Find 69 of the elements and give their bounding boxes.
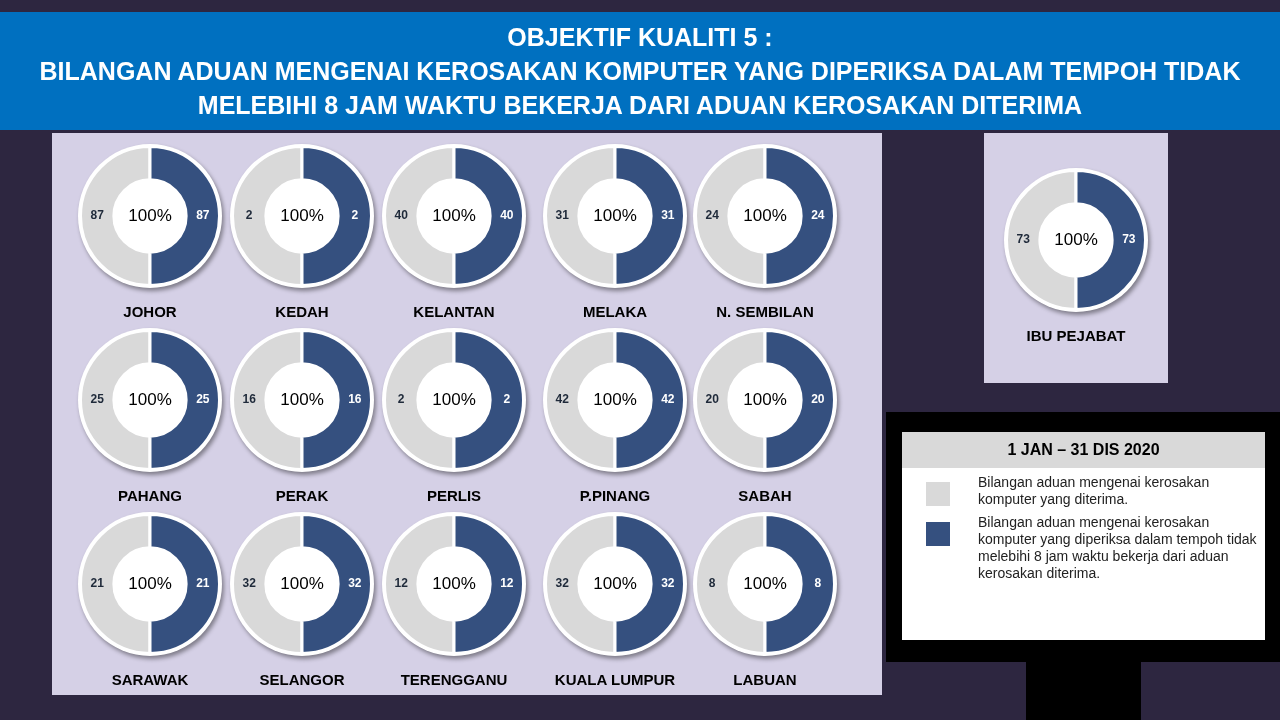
data-label: 24 (705, 208, 720, 223)
text: Bilangan aduan mengenai kerosakan komputer yang diterima. (978, 474, 1211, 508)
text: 100% (593, 389, 637, 409)
text: SARAWAK (110, 671, 190, 688)
text: 100% (128, 573, 172, 593)
text: 100% (432, 573, 476, 593)
data-label: 32 (348, 576, 362, 591)
text: 100% (280, 205, 324, 225)
data-label: 42 (661, 392, 675, 407)
text: 100% (432, 389, 476, 409)
data-label: 16 (348, 392, 362, 407)
data-label: 2 (503, 392, 511, 407)
text: PAHANG (117, 487, 183, 504)
data-label: 25 (196, 392, 210, 407)
data-label: 12 (394, 576, 409, 591)
data-label: 8 (814, 576, 822, 591)
data-label: 21 (196, 576, 210, 591)
text: SABAH (737, 487, 793, 504)
text: N. SEMBILAN (715, 303, 815, 320)
text: TERENGGANU (399, 671, 509, 688)
data-label: 32 (242, 576, 257, 591)
text: PERLIS (425, 487, 483, 504)
text: OBJEKTIF KUALITI 5 : (506, 22, 774, 53)
text: 100% (743, 573, 787, 593)
text: Bilangan aduan mengenai kerosakan komputer yang diperiksa dalam tempoh tidak melebihi 8 jam waktu bekerja dari aduan kerosakan diterima. (978, 514, 1257, 582)
text: LABUAN (732, 671, 798, 688)
text: KUALA LUMPUR (553, 671, 677, 688)
data-label: 21 (90, 576, 105, 591)
text: JOHOR (122, 303, 178, 320)
data-label: 31 (661, 208, 675, 223)
data-label: 2 (351, 208, 359, 223)
data-label: 32 (661, 576, 675, 591)
data-label: 20 (705, 392, 720, 407)
data-label: 87 (90, 208, 105, 223)
text: 100% (128, 205, 172, 225)
data-label: 12 (500, 576, 514, 591)
data-label: 25 (90, 392, 105, 407)
data-label: 2 (397, 392, 405, 407)
data-label: 8 (708, 576, 716, 591)
data-label: 40 (394, 208, 409, 223)
text: KEDAH (274, 303, 330, 320)
text: 100% (280, 573, 324, 593)
text: 100% (128, 389, 172, 409)
data-label: 73 (1122, 232, 1136, 247)
data-label: 87 (196, 208, 210, 223)
data-label: 32 (555, 576, 570, 591)
data-label: 24 (811, 208, 825, 223)
text: 100% (432, 205, 476, 225)
text: IBU PEJABAT (1025, 327, 1127, 344)
text: 100% (1054, 229, 1098, 249)
text: PERAK (274, 487, 330, 504)
data-label: 20 (811, 392, 825, 407)
text: 100% (593, 205, 637, 225)
text: 100% (280, 389, 324, 409)
data-label: 2 (245, 208, 253, 223)
text: 100% (593, 573, 637, 593)
text: 100% (743, 205, 787, 225)
data-label: 73 (1016, 232, 1031, 247)
text: KELANTAN (412, 303, 496, 320)
data-label: 16 (242, 392, 257, 407)
text: BILANGAN ADUAN MENGENAI KEROSAKAN KOMPUTER YANG DIPERIKSA DALAM TEMPOH TIDAK MELEBIHI 8 JAM WAKTU BEKERJA DARI ADUAN KEROSAKAN DITERIMA (38, 56, 1242, 121)
data-label: 31 (555, 208, 570, 223)
data-label: 42 (555, 392, 570, 407)
text: P.PINANG (578, 487, 652, 504)
text: MELAKA (581, 303, 649, 320)
text: 100% (743, 389, 787, 409)
data-label: 40 (500, 208, 514, 223)
text: SELANGOR (258, 671, 346, 688)
text: 1 JAN – 31 DIS 2020 (902, 432, 1265, 468)
